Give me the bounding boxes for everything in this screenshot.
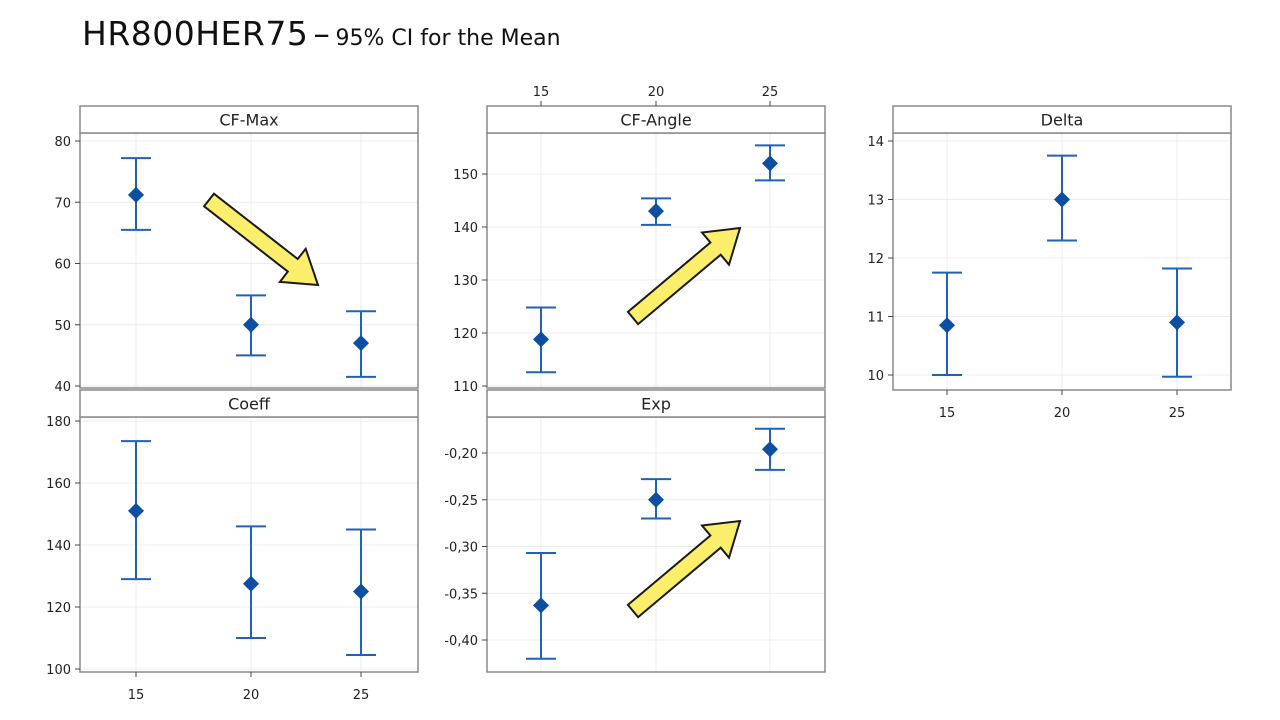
mean-marker-coeff-20 [243, 575, 259, 592]
strip-title-cf-max: CF-Max [219, 111, 278, 130]
strip-title-delta: Delta [1041, 111, 1084, 130]
y-tick-label: 120 [46, 601, 71, 616]
panel-coeff: Coeff 100 120 140 160 180 15 20 25 [46, 389, 419, 703]
panel-cf-max: CF-Max 40 50 60 70 80 [54, 105, 419, 395]
plot-area [80, 133, 418, 388]
strip-title-cf-angle: CF-Angle [620, 111, 691, 130]
mean-marker-cf-max-20 [243, 316, 259, 333]
strip-exp [486, 389, 826, 418]
mean-marker-cf-angle-25 [762, 155, 778, 172]
slide-title-main: HR800HER75 [82, 14, 309, 53]
slide-title-dash: – [313, 14, 331, 53]
strip-delta [892, 105, 1232, 134]
strip-coeff [79, 389, 419, 418]
y-tick-label: 110 [453, 380, 478, 395]
mean-marker-cf-angle-15 [533, 331, 549, 348]
y-tick-label: 150 [453, 168, 478, 183]
panel-cf-angle: CF-Angle 110 120 130 140 150 15 20 25 [453, 85, 826, 395]
trend-arrow-down-icon [202, 192, 320, 287]
y-tick-label: 120 [453, 327, 478, 342]
y-tick-label: 12 [867, 252, 884, 267]
panel-delta: Delta 10 11 12 13 14 15 20 25 [867, 105, 1232, 421]
trend-arrow-up-icon [626, 226, 742, 326]
y-tick-label: -0,35 [444, 587, 478, 602]
mean-marker-coeff-25 [353, 583, 369, 600]
mean-marker-exp-15 [533, 597, 549, 614]
mean-marker-exp-20 [648, 491, 664, 508]
x-tick-label: 15 [939, 406, 956, 421]
y-tick-label: 60 [54, 258, 71, 273]
mean-marker-delta-20 [1054, 191, 1070, 208]
strip-cf-max [79, 105, 419, 134]
y-tick-label: 160 [46, 477, 71, 492]
y-tick-label: -0,25 [444, 494, 478, 509]
x-tick-label: 20 [1054, 406, 1071, 421]
mean-marker-delta-15 [939, 317, 955, 334]
mean-marker-cf-angle-20 [648, 203, 664, 220]
trend-arrow-up-icon [626, 519, 742, 619]
y-tick-label: 140 [46, 539, 71, 554]
strip-title-exp: Exp [641, 395, 671, 414]
y-tick-label: 80 [54, 135, 71, 150]
slide-title: HR800HER75 – 95% CI for the Mean [82, 14, 561, 53]
y-tick-label: 180 [46, 415, 71, 430]
x-tick-label-top: 20 [648, 85, 665, 100]
slide-title-subtitle: 95% CI for the Mean [335, 26, 561, 51]
mean-marker-delta-25 [1169, 314, 1185, 331]
panel-exp: Exp -0,20 -0,25 -0,30 -0,35 -0,40 [444, 389, 826, 673]
y-tick-label: 10 [867, 369, 884, 384]
y-tick-label: -0,30 [444, 541, 478, 556]
mean-marker-coeff-15 [128, 502, 144, 519]
mean-marker-cf-max-25 [353, 335, 369, 352]
y-tick-label: 140 [453, 221, 478, 236]
x-tick-label: 15 [128, 688, 145, 703]
x-tick-label: 25 [1169, 406, 1186, 421]
strip-cf-angle [486, 105, 826, 134]
y-tick-label: 13 [867, 194, 884, 209]
y-tick-label: -0,20 [444, 447, 478, 462]
x-tick-label: 25 [353, 688, 370, 703]
x-tick-label-top: 25 [762, 85, 779, 100]
y-tick-label: 50 [54, 319, 71, 334]
y-tick-label: 130 [453, 274, 478, 289]
mean-marker-cf-max-15 [128, 186, 144, 203]
x-tick-label: 20 [243, 688, 260, 703]
y-tick-label: 14 [867, 135, 884, 150]
y-tick-label: 70 [54, 196, 71, 211]
mean-marker-exp-25 [762, 441, 778, 458]
y-tick-label: 40 [54, 380, 71, 395]
y-tick-label: 11 [867, 311, 884, 326]
y-tick-label: 100 [46, 663, 71, 678]
x-tick-label-top: 15 [533, 85, 550, 100]
strip-title-coeff: Coeff [228, 395, 271, 414]
y-tick-label: -0,40 [444, 634, 478, 649]
